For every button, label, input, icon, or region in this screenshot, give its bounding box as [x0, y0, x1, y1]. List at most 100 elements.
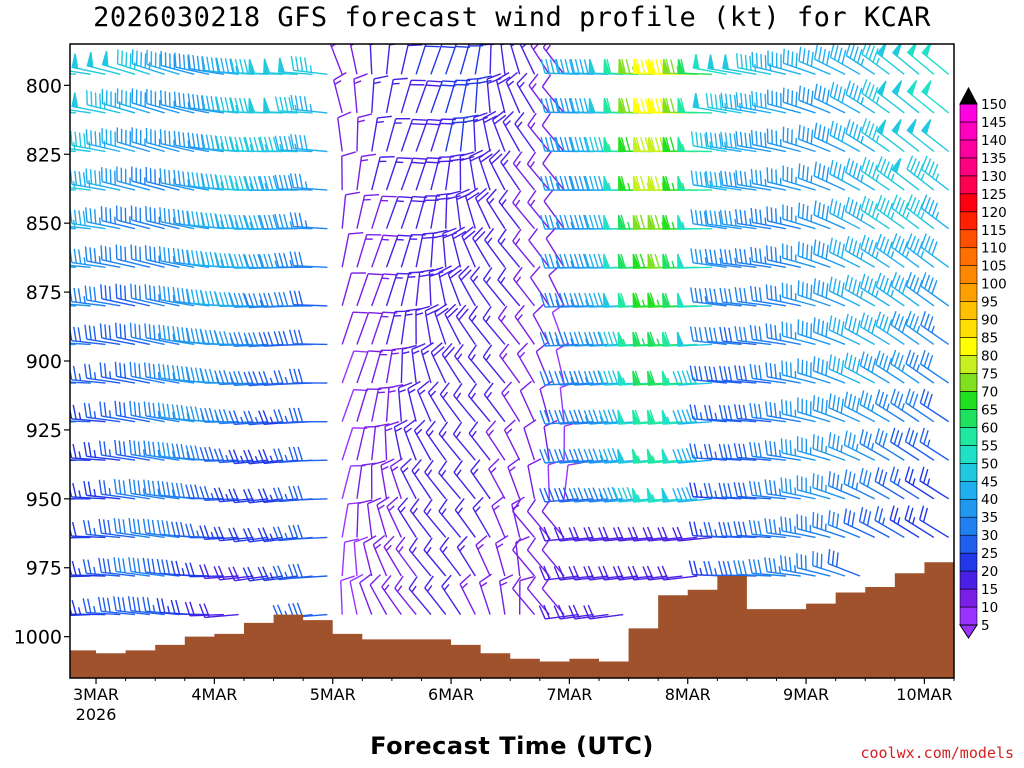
barb-flag — [224, 175, 230, 190]
barb-flag — [677, 370, 684, 385]
wind-barb — [719, 209, 757, 230]
barb-staff — [737, 456, 772, 461]
x-tick-label: 5MAR — [310, 685, 356, 704]
barb-flag — [124, 246, 127, 262]
barb-staff — [453, 394, 476, 423]
y-tick-label: 950 — [26, 489, 62, 511]
wind-barb — [445, 153, 465, 191]
barb-flag — [142, 518, 147, 534]
barb-flag — [694, 326, 699, 342]
barb-flag — [196, 94, 200, 110]
barb-staff — [102, 102, 136, 114]
barb-flag — [73, 209, 78, 225]
barb-flag — [278, 331, 284, 346]
wind-barb — [672, 486, 713, 503]
barb-flag — [872, 125, 879, 141]
barb-flag — [852, 201, 858, 217]
barb-flag — [100, 245, 103, 260]
barb-flag — [734, 365, 739, 380]
barb-staff — [485, 431, 506, 461]
barb-flag — [432, 234, 448, 239]
barb-flag — [167, 325, 171, 341]
wind-barb — [486, 73, 502, 113]
barb-half-flag — [916, 325, 921, 333]
barb-flag — [927, 238, 935, 253]
barb-flag — [904, 466, 911, 481]
barb-staff — [752, 143, 787, 153]
barb-flag — [743, 210, 748, 226]
wind-barb — [131, 127, 165, 153]
barb-half-flag — [186, 412, 190, 420]
barb-staff — [385, 44, 391, 75]
barb-flag — [919, 388, 926, 404]
barb-pennant — [876, 44, 887, 58]
barb-flag — [640, 59, 646, 74]
barb-staff — [861, 131, 890, 153]
barb-flag — [770, 207, 773, 222]
barb-half-flag — [405, 313, 413, 316]
barb-flag — [441, 342, 453, 355]
x-tick-label: 9MAR — [783, 685, 829, 704]
barb-flag — [247, 449, 255, 464]
barb-flag — [200, 212, 206, 227]
barb-flag — [765, 245, 769, 260]
barb-flag — [539, 488, 546, 503]
barb-staff — [415, 271, 421, 306]
barb-staff — [905, 440, 935, 461]
barb-staff — [70, 342, 91, 346]
barb-flag — [545, 58, 551, 74]
barb-flag — [569, 253, 576, 269]
barb-pennant — [101, 50, 109, 68]
barb-staff — [445, 44, 458, 75]
barb-flag — [553, 566, 561, 581]
barb-flag — [878, 469, 884, 484]
wind-barb — [904, 505, 935, 539]
barb-staff — [356, 312, 370, 345]
barb-flag — [144, 284, 147, 299]
barb-flag — [299, 56, 304, 72]
barb-flag — [672, 410, 679, 425]
barb-flag — [913, 160, 921, 175]
barb-flag — [194, 367, 200, 382]
barb-flag — [272, 175, 278, 191]
wind-barb — [407, 380, 421, 422]
wind-barb — [690, 209, 727, 230]
barb-pennant — [647, 136, 655, 152]
barb-staff — [737, 261, 772, 268]
barb-staff — [376, 504, 388, 538]
barb-flag — [528, 73, 539, 87]
barb-staff — [860, 248, 890, 268]
barb-flag — [196, 55, 200, 71]
barb-flag — [713, 288, 718, 304]
wind-barb — [876, 80, 905, 114]
barb-flag — [195, 211, 200, 227]
barb-staff — [541, 510, 565, 538]
barb-flag — [908, 468, 914, 484]
barb-flag — [843, 508, 848, 523]
wind-barb — [677, 97, 713, 114]
barb-staff — [678, 459, 713, 464]
barb-pennant — [646, 409, 656, 425]
colorbar-label: 115 — [981, 223, 1007, 239]
barb-flag — [118, 401, 122, 417]
barb-staff — [430, 44, 443, 75]
barb-flag — [89, 169, 93, 184]
barb-flag — [278, 174, 284, 190]
barb-flag — [372, 535, 386, 546]
barb-half-flag — [157, 372, 161, 380]
wind-barb — [843, 430, 876, 461]
barb-flag — [203, 603, 210, 618]
barb-flag — [558, 487, 565, 502]
colorbar-label: 85 — [981, 331, 998, 347]
barb-flag — [247, 527, 255, 542]
wind-barb — [408, 537, 432, 577]
barb-staff — [783, 101, 816, 114]
barb-staff — [828, 368, 861, 384]
wind-barb — [918, 505, 950, 539]
barb-flag — [451, 226, 466, 235]
barb-flag — [248, 254, 255, 269]
barb-flag — [879, 236, 886, 251]
barb-flag — [607, 448, 614, 463]
wind-barb — [812, 395, 846, 423]
barb-flag — [598, 449, 605, 464]
